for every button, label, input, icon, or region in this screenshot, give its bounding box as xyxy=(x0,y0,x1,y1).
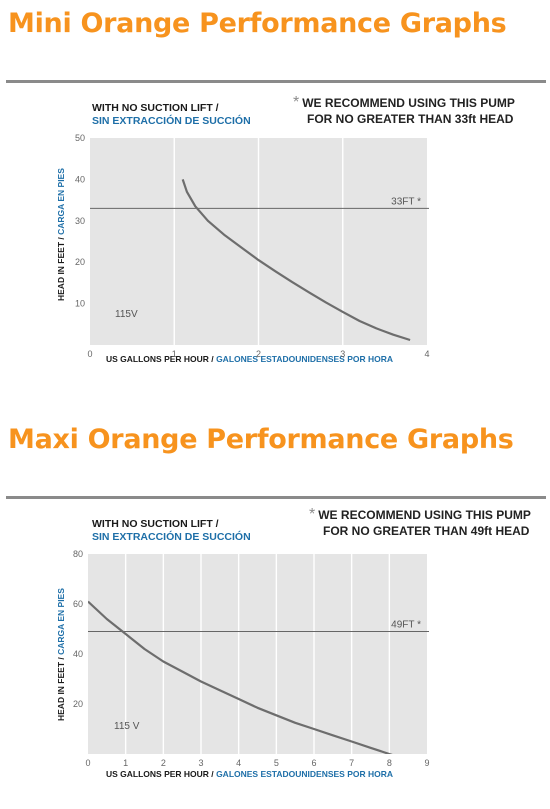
maxi-pump-curve xyxy=(88,600,393,754)
maxi-condition-es: SIN EXTRACCIÓN DE SUCCIÓN xyxy=(92,530,251,543)
maxi-note-line2: FOR NO GREATER THAN 49ft HEAD xyxy=(323,524,530,538)
maxi-chart-panel: WITH NO SUCTION LIFT / SIN EXTRACCIÓN DE… xyxy=(6,496,546,809)
maxi-x-tick-label: 4 xyxy=(236,758,241,768)
mini-graph-title: Mini Orange Performance Graphs xyxy=(8,8,507,39)
maxi-condition-label: WITH NO SUCTION LIFT / SIN EXTRACCIÓN DE… xyxy=(92,518,251,543)
mini-y-tick-label: 10 xyxy=(75,299,85,309)
maxi-x-tick-label: 6 xyxy=(311,758,316,768)
mini-condition-es: SIN EXTRACCIÓN DE SUCCIÓN xyxy=(92,114,251,127)
maxi-voltage-label: 115 V xyxy=(114,721,140,732)
mini-x-tick-label: 1 xyxy=(172,349,177,359)
mini-note-line2: FOR NO GREATER THAN 33ft HEAD xyxy=(307,112,514,126)
mini-voltage-label: 115V xyxy=(115,309,138,320)
mini-condition-en: WITH NO SUCTION LIFT / xyxy=(92,102,219,114)
mini-y-tick-label: 40 xyxy=(75,174,85,184)
maxi-performance-chart: 0 1 2 3 4 5 6 7 8 9 20 40 60 80 49FT * 115 V xyxy=(73,549,430,768)
maxi-note-star: * xyxy=(309,506,316,523)
mini-recommendation-note: * WE RECOMMEND USING THIS PUMP FOR NO GRE… xyxy=(293,95,515,127)
maxi-max-head-label: 49FT * xyxy=(391,620,421,631)
maxi-note-line1: WE RECOMMEND USING THIS PUMP xyxy=(318,508,531,522)
maxi-y-tick-label: 60 xyxy=(73,599,83,609)
mini-y-tick-label: 20 xyxy=(75,257,85,267)
mini-x-tick-label: 2 xyxy=(256,349,261,359)
mini-pump-curve xyxy=(181,179,411,342)
maxi-x-tick-label: 7 xyxy=(349,758,354,768)
mini-x-axis-label-en: US GALLONS PER HOUR / xyxy=(106,354,214,364)
maxi-x-tick-label: 1 xyxy=(123,758,128,768)
maxi-x-tick-label: 2 xyxy=(161,758,166,768)
mini-x-tick-label: 0 xyxy=(87,349,92,359)
maxi-condition-en: WITH NO SUCTION LIFT / xyxy=(92,518,219,530)
maxi-graph-title: Maxi Orange Performance Graphs xyxy=(8,424,514,455)
mini-y-tick-label: 30 xyxy=(75,216,85,226)
mini-x-axis-label: US GALLONS PER HOUR / GALONES ESTADOUNID… xyxy=(106,354,393,364)
mini-chart-panel: WITH NO SUCTION LIFT / SIN EXTRACCIÓN DE… xyxy=(6,80,546,393)
maxi-plot-area xyxy=(88,554,427,754)
mini-condition-label: WITH NO SUCTION LIFT / SIN EXTRACCIÓN DE… xyxy=(92,102,251,127)
maxi-x-tick-label: 3 xyxy=(198,758,203,768)
maxi-x-tick-label: 9 xyxy=(424,758,429,768)
maxi-y-tick-label: 40 xyxy=(73,649,83,659)
maxi-x-axis-label: US GALLONS PER HOUR / GALONES ESTADOUNID… xyxy=(106,769,393,779)
maxi-y-tick-label: 20 xyxy=(73,699,83,709)
mini-x-axis-label-es: GALONES ESTADOUNIDENSES POR HORA xyxy=(216,354,394,364)
maxi-x-axis-label-en: US GALLONS PER HOUR / xyxy=(106,769,214,779)
maxi-y-tick-label: 80 xyxy=(73,549,83,559)
mini-note-line1: WE RECOMMEND USING THIS PUMP xyxy=(302,96,515,110)
mini-y-tick-label: 50 xyxy=(75,133,85,143)
mini-performance-chart: 0 1 2 3 4 10 20 30 40 50 33FT * 115V xyxy=(75,133,430,359)
maxi-x-tick-label: 8 xyxy=(387,758,392,768)
maxi-x-axis-label-es: GALONES ESTADOUNIDENSES POR HORA xyxy=(216,769,394,779)
mini-max-head-label: 33FT * xyxy=(391,196,421,207)
maxi-recommendation-note: * WE RECOMMEND USING THIS PUMP FOR NO GRE… xyxy=(309,507,531,539)
maxi-x-tick-label: 0 xyxy=(85,758,90,768)
mini-note-star: * xyxy=(293,94,300,111)
mini-x-tick-label: 4 xyxy=(424,349,429,359)
mini-x-tick-label: 3 xyxy=(340,349,345,359)
maxi-x-tick-label: 5 xyxy=(274,758,279,768)
